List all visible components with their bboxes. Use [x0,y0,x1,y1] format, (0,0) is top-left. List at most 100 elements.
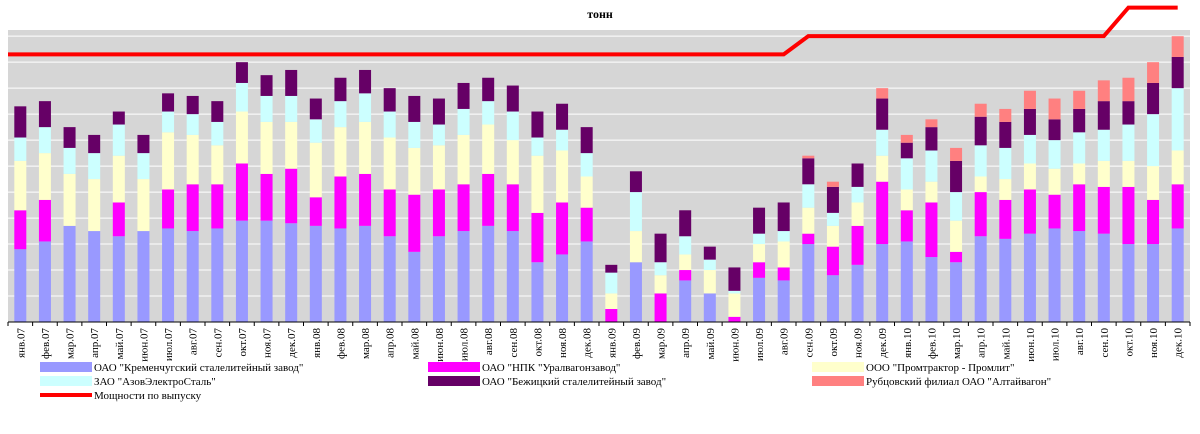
bar-segment [1023,233,1036,322]
bar-segment [14,249,27,322]
x-tick-label: янв.08 [311,328,323,358]
bar-segment [802,155,815,159]
bar-segment [482,173,495,226]
bar-segment [876,129,889,156]
bar-segment [63,147,76,174]
bar-segment [679,280,692,322]
bar-segment [777,280,790,322]
bar-segment [1122,101,1135,125]
bar-segment [482,225,495,322]
chart-title: тонн [587,7,613,21]
x-tick-label: май.09 [705,328,717,360]
x-tick-label: окт.08 [532,328,544,357]
bar-segment [1097,80,1110,102]
bar-segment [950,160,963,193]
bar-segment [186,134,199,185]
bar-segment [1073,108,1086,133]
legend-item: ЗАО "АзовЭлектроСталь" [40,376,216,388]
x-tick-label: окт.10 [1123,328,1135,357]
bar-segment [112,111,125,125]
bar-segment [1048,168,1061,195]
bar-segment [359,173,372,226]
bar-segment [88,134,101,154]
bar-segment [1048,228,1061,322]
bar-segment [260,75,273,96]
bar-segment [1073,231,1086,322]
bar-segment [753,233,766,245]
x-tick-label: фев.07 [40,328,52,359]
bar-segment [900,134,913,143]
bar-segment [580,127,593,154]
bar-segment [1171,56,1184,89]
bar-segment [112,124,125,156]
bar-segment [482,124,495,174]
bar-segment [260,173,273,221]
bar-segment [851,186,864,203]
bar-segment [605,309,618,322]
bar-segment [1171,184,1184,229]
x-tick-label: мар.10 [951,328,963,360]
bar-segment [1171,36,1184,57]
bar-segment [309,98,322,120]
x-tick-label: май.10 [1000,328,1012,360]
bar-segment [654,262,667,276]
x-tick-label: сен.09 [803,328,815,358]
bar-segment [753,207,766,234]
bar-segment [950,251,963,263]
x-tick-label: июн.10 [1025,328,1037,362]
x-tick-label: июн.09 [729,328,741,362]
bar-segment [925,181,938,203]
x-tick-label: мар.08 [360,328,372,360]
legend-swatch [40,376,92,386]
bar-segment [14,210,27,250]
bar-segment [408,194,421,252]
bar-segment [235,62,248,83]
bar-segment [112,155,125,203]
bar-segment [999,179,1012,200]
bar-segment [1097,101,1110,130]
bar-segment [383,189,396,237]
bar-segment [408,95,421,122]
bar-segment [1097,160,1110,187]
bar-segment [63,127,76,148]
x-tick-label: сен.10 [1099,328,1111,358]
bar-segment [408,121,421,148]
bar-segment [974,103,987,117]
x-tick-label: июн.07 [138,328,150,362]
bar-segment [334,127,347,177]
bar-segment [137,153,150,180]
bar-segment [876,155,889,182]
bar-segment [802,233,815,245]
bar-segment [309,197,322,226]
bar-segment [1122,160,1135,187]
bar-segment [334,101,347,128]
bar-segment [235,220,248,322]
bar-segment [88,153,101,180]
bar-segment [605,293,618,310]
bar-segment [531,137,544,156]
bar-segment [88,231,101,322]
x-tick-label: фев.09 [631,328,643,359]
bar-segment [211,145,224,185]
bar-segment [285,223,298,322]
bar-segment [1147,166,1160,200]
bar-segment [851,264,864,322]
bar-segment [186,231,199,322]
bar-segment [112,236,125,322]
bar-segment [753,244,766,263]
bar-segment [14,137,27,161]
bar-segment [38,241,51,322]
bar-segment [679,270,692,281]
bar-segment [260,95,273,122]
legend-label: ЗАО "АзовЭлектроСталь" [94,376,216,388]
bar-segment [531,212,544,263]
bar-segment [1122,244,1135,322]
bar-segment [802,244,815,322]
bar-segment [826,246,839,276]
bar-segment [1171,88,1184,151]
x-tick-label: мар.09 [656,328,668,360]
bar-segment [309,119,322,143]
bar-segment [137,231,150,322]
bar-segment [728,316,741,322]
bar-segment [876,98,889,130]
